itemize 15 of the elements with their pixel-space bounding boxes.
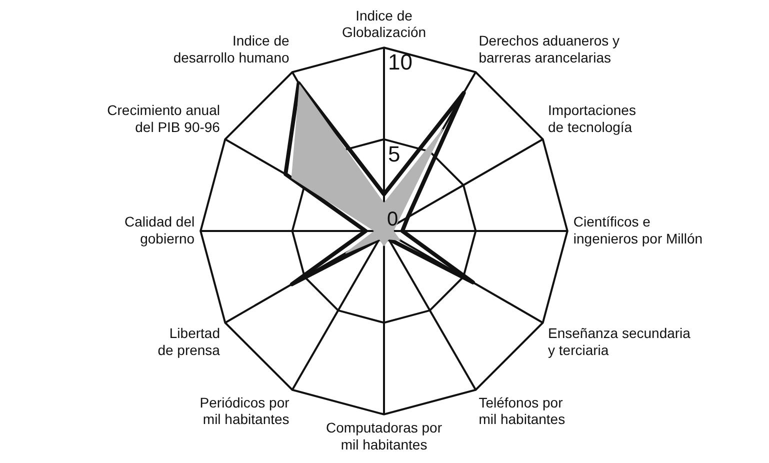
spoke-label: Crecimiento anual del PIB 90-96 — [107, 102, 220, 135]
spoke-label: Indice de Globalización — [342, 7, 426, 40]
y-tick-label: 5 — [388, 141, 400, 166]
spoke-label: Calidad del gobierno — [124, 213, 195, 246]
spoke-label: Libertad de prensa — [158, 324, 220, 358]
spoke-label: Periódicos por mil habitantes — [200, 394, 290, 428]
spoke-label: Científicos e ingenieros por Millón — [573, 213, 703, 246]
spoke-label: Importaciones de tecnología — [548, 102, 636, 135]
spoke-label: Indice de desarrollo humano — [173, 32, 290, 66]
spoke-label: Computadoras por mil habitantes — [326, 420, 442, 452]
spoke-label: Enseñanza secundaria y terciaria — [548, 324, 691, 358]
y-tick-label: 10 — [388, 50, 412, 75]
y-tick-label: 0 — [387, 208, 398, 231]
spoke-label: Teléfonos por mil habitantes — [478, 394, 566, 428]
spoke-label: Derechos aduaneros y barreras arancelarias — [478, 32, 620, 66]
